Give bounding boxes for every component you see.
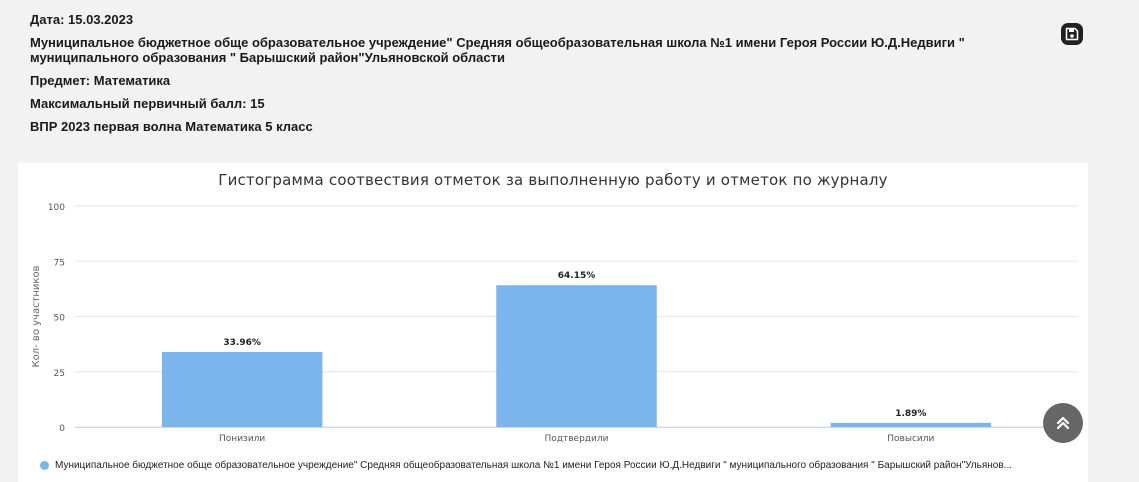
bar (496, 285, 657, 427)
bar-chart: 0 25 50 75 100 Кол- во участников 33.96% Понизи… (31, 203, 1078, 444)
legend-marker (40, 461, 49, 470)
x-tick-label: Понизили (219, 434, 265, 444)
legend[interactable]: Муниципальное бюджетное обще образовател… (40, 460, 1080, 471)
data-label: 33.96% (223, 338, 261, 348)
y-tick-label: 100 (48, 203, 65, 213)
scroll-top-button[interactable] (1043, 403, 1083, 443)
chart-title: Гистограмма соотвествия отметок за выпол… (218, 171, 888, 189)
y-axis-label: Кол- во участников (31, 265, 42, 367)
work-title: ВПР 2023 первая волна Математика 5 класс (30, 119, 313, 134)
info-block: Дата: 15.03.2023 Муниципальное бюджетное… (30, 12, 1050, 142)
y-tick-label: 0 (59, 424, 65, 434)
data-label: 64.15% (558, 271, 596, 281)
save-button[interactable] (1061, 23, 1083, 45)
floppy-disk-icon (1065, 27, 1079, 41)
x-tick-label: Подтвердили (545, 434, 609, 444)
bar (830, 422, 992, 427)
y-tick-label: 75 (54, 258, 65, 268)
organization-name: Муниципальное бюджетное обще образовател… (30, 35, 965, 65)
x-tick-label: Повысили (887, 434, 934, 444)
y-tick-label: 25 (54, 369, 65, 379)
bar (161, 351, 323, 427)
date-line: Дата: 15.03.2023 (30, 12, 134, 27)
legend-label: Муниципальное бюджетное обще образовател… (55, 460, 1013, 471)
y-tick-label: 50 (54, 314, 66, 324)
double-chevron-up-icon (1056, 416, 1070, 430)
max-score-line: Максимальный первичный балл: 15 (30, 96, 265, 111)
subject-line: Предмет: Математика (30, 73, 171, 88)
chart-card: Гистограмма соотвествия отметок за выпол… (18, 163, 1088, 482)
data-label: 1.89% (895, 409, 926, 419)
